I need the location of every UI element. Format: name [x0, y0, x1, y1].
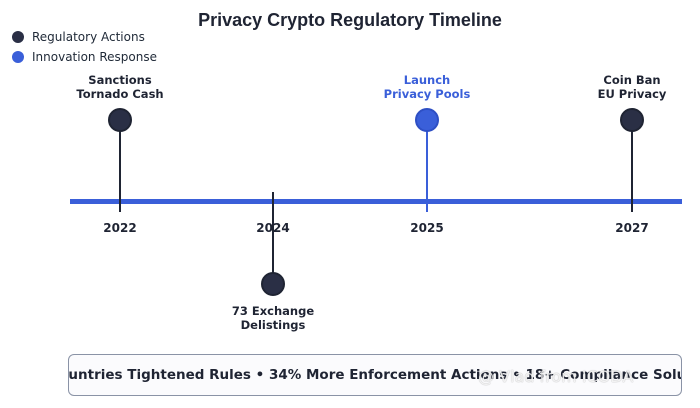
event-stem-2027 — [631, 120, 633, 212]
year-label-2025: 2025 — [410, 221, 444, 235]
summary-box: 97 Countries Tightened Rules • 34% More … — [68, 354, 682, 396]
event-2022-line1: Sanctions — [88, 73, 152, 87]
legend-item-innovation: Innovation Response — [12, 47, 157, 67]
legend-marker-innovation — [12, 51, 24, 63]
event-2024-line2: Delistings — [240, 318, 306, 332]
timeline-axis — [70, 199, 682, 204]
event-2022-line2: Tornado Cash — [76, 87, 164, 101]
legend-label-innovation: Innovation Response — [32, 50, 157, 64]
legend-marker-regulatory — [12, 31, 24, 43]
chart-title: Privacy Crypto Regulatory Timeline — [198, 10, 502, 30]
event-marker-2024 — [261, 272, 285, 296]
summary-text: 97 Countries Tightened Rules • 34% More … — [68, 367, 681, 383]
event-2025-line1: Launch — [403, 73, 451, 87]
legend-label-regulatory: Regulatory Actions — [32, 30, 145, 44]
event-label-2027: Coin Ban EU Privacy — [562, 73, 700, 101]
event-2027-line1: Coin Ban — [603, 73, 661, 87]
event-marker-2022 — [108, 108, 132, 132]
event-2027-line2: EU Privacy — [597, 87, 667, 101]
event-2024-line1: 73 Exchange — [231, 304, 315, 318]
event-stem-2025 — [426, 120, 428, 212]
event-label-2025: Launch Privacy Pools — [357, 73, 497, 101]
legend-item-regulatory: Regulatory Actions — [12, 27, 157, 47]
event-stem-2022 — [119, 120, 121, 212]
year-label-2022: 2022 — [103, 221, 137, 235]
event-label-2022: Sanctions Tornado Cash — [50, 73, 190, 101]
year-label-2024: 2024 — [256, 221, 290, 235]
event-marker-2025 — [415, 108, 439, 132]
event-label-2024: 73 Exchange Delistings — [203, 304, 343, 332]
year-label-2027: 2027 — [615, 221, 649, 235]
event-stem-2024 — [272, 192, 274, 284]
legend: Regulatory Actions Innovation Response — [12, 27, 157, 67]
watermark: @ Vlad from ICODA — [478, 367, 634, 386]
event-marker-2027 — [620, 108, 644, 132]
event-2025-line2: Privacy Pools — [383, 87, 471, 101]
